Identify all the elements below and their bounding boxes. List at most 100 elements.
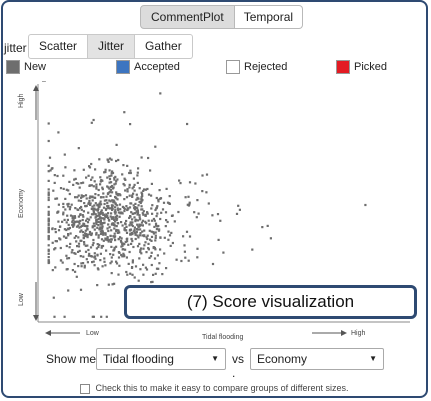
- scatter-point[interactable]: [82, 234, 85, 237]
- scatter-point[interactable]: [85, 176, 88, 179]
- scatter-point[interactable]: [47, 248, 50, 251]
- scatter-point[interactable]: [73, 262, 76, 266]
- scatter-point[interactable]: [205, 191, 208, 194]
- scatter-point[interactable]: [186, 122, 189, 126]
- scatter-point[interactable]: [94, 196, 97, 199]
- scatter-point[interactable]: [114, 215, 117, 218]
- tab-commentplot[interactable]: CommentPlot: [140, 5, 235, 29]
- scatter-point[interactable]: [61, 261, 64, 264]
- scatter-point[interactable]: [92, 222, 95, 225]
- scatter-point[interactable]: [79, 219, 82, 222]
- scatter-point[interactable]: [266, 224, 269, 227]
- scatter-point[interactable]: [109, 185, 113, 188]
- scatter-point[interactable]: [61, 220, 64, 223]
- scatter-point[interactable]: [94, 257, 97, 260]
- scatter-point[interactable]: [106, 227, 109, 230]
- scatter-point[interactable]: [102, 213, 105, 216]
- scatter-point[interactable]: [129, 123, 132, 126]
- scatter-point[interactable]: [91, 196, 94, 199]
- scatter-point[interactable]: [90, 178, 93, 181]
- scatter-point[interactable]: [75, 182, 78, 185]
- scatter-point[interactable]: [88, 252, 91, 255]
- scatter-point[interactable]: [132, 192, 135, 195]
- scatter-point[interactable]: [110, 238, 113, 241]
- scatter-point[interactable]: [77, 215, 80, 218]
- scatter-point[interactable]: [105, 207, 108, 210]
- scatter-point[interactable]: [133, 228, 136, 231]
- scatter-point[interactable]: [77, 199, 80, 202]
- scatter-point[interactable]: [196, 199, 199, 202]
- scatter-point[interactable]: [85, 204, 88, 207]
- scatter-point[interactable]: [109, 240, 113, 243]
- scatter-point[interactable]: [112, 222, 115, 225]
- scatter-point[interactable]: [83, 223, 86, 226]
- scatter-point[interactable]: [110, 245, 113, 248]
- scatter-point[interactable]: [94, 208, 97, 211]
- scatter-point[interactable]: [211, 214, 214, 217]
- scatter-point[interactable]: [201, 190, 204, 193]
- scatter-point[interactable]: [108, 181, 111, 184]
- scatter-point[interactable]: [103, 260, 106, 263]
- scatter-point[interactable]: [173, 220, 176, 223]
- scatter-point[interactable]: [47, 205, 50, 209]
- x-dimension-select[interactable]: Tidal flooding ▼: [96, 348, 226, 370]
- scatter-point[interactable]: [68, 180, 71, 183]
- scatter-point[interactable]: [102, 232, 105, 235]
- scatter-point[interactable]: [128, 250, 131, 254]
- scatter-point[interactable]: [88, 199, 91, 202]
- scatter-point[interactable]: [51, 241, 54, 244]
- scatter-point[interactable]: [146, 212, 149, 215]
- scatter-point[interactable]: [95, 221, 98, 224]
- scatter-point[interactable]: [126, 164, 129, 167]
- scatter-point[interactable]: [162, 201, 166, 204]
- scatter-point[interactable]: [82, 210, 85, 213]
- scatter-point[interactable]: [146, 237, 149, 241]
- scatter-point[interactable]: [71, 215, 74, 218]
- scatter-point[interactable]: [169, 244, 172, 247]
- scatter-point[interactable]: [59, 246, 62, 250]
- scatter-point[interactable]: [131, 218, 134, 221]
- scatter-point[interactable]: [47, 193, 50, 196]
- scatter-point[interactable]: [188, 201, 191, 204]
- scatter-point[interactable]: [112, 186, 115, 189]
- scatter-point[interactable]: [139, 223, 142, 227]
- scatter-point[interactable]: [142, 263, 145, 266]
- scatter-point[interactable]: [95, 247, 98, 250]
- scatter-point[interactable]: [141, 224, 144, 227]
- scatter-point[interactable]: [131, 240, 134, 243]
- scatter-point[interactable]: [91, 226, 94, 229]
- scatter-point[interactable]: [118, 251, 121, 254]
- scatter-point[interactable]: [85, 197, 88, 200]
- scatter-point[interactable]: [47, 170, 50, 173]
- scatter-point[interactable]: [89, 203, 92, 206]
- scatter-point[interactable]: [54, 197, 57, 200]
- scatter-point[interactable]: [53, 315, 56, 318]
- scatter-point[interactable]: [155, 267, 159, 270]
- scatter-point[interactable]: [73, 169, 76, 172]
- scatter-point[interactable]: [117, 158, 120, 162]
- scatter-point[interactable]: [142, 213, 145, 216]
- scatter-point[interactable]: [175, 258, 178, 261]
- scatter-point[interactable]: [79, 225, 82, 228]
- scatter-point[interactable]: [150, 219, 154, 222]
- scatter-point[interactable]: [146, 187, 149, 191]
- scatter-point[interactable]: [125, 256, 128, 259]
- scatter-point[interactable]: [154, 145, 157, 148]
- scatter-point[interactable]: [238, 208, 241, 211]
- scatter-point[interactable]: [115, 180, 118, 183]
- scatter-point[interactable]: [87, 211, 90, 214]
- scatter-point[interactable]: [87, 202, 90, 205]
- scatter-point[interactable]: [126, 237, 129, 240]
- scatter-point[interactable]: [114, 175, 117, 178]
- scatter-point[interactable]: [136, 209, 139, 212]
- scatter-point[interactable]: [101, 186, 104, 189]
- scatter-point[interactable]: [138, 216, 141, 219]
- scatter-point[interactable]: [105, 213, 108, 216]
- scatter-point[interactable]: [134, 220, 137, 223]
- scatter-point[interactable]: [150, 239, 153, 242]
- scatter-point[interactable]: [115, 262, 119, 265]
- scatter-point[interactable]: [156, 205, 159, 208]
- scatter-point[interactable]: [77, 220, 81, 223]
- scatter-point[interactable]: [161, 273, 164, 276]
- scatter-point[interactable]: [115, 218, 118, 222]
